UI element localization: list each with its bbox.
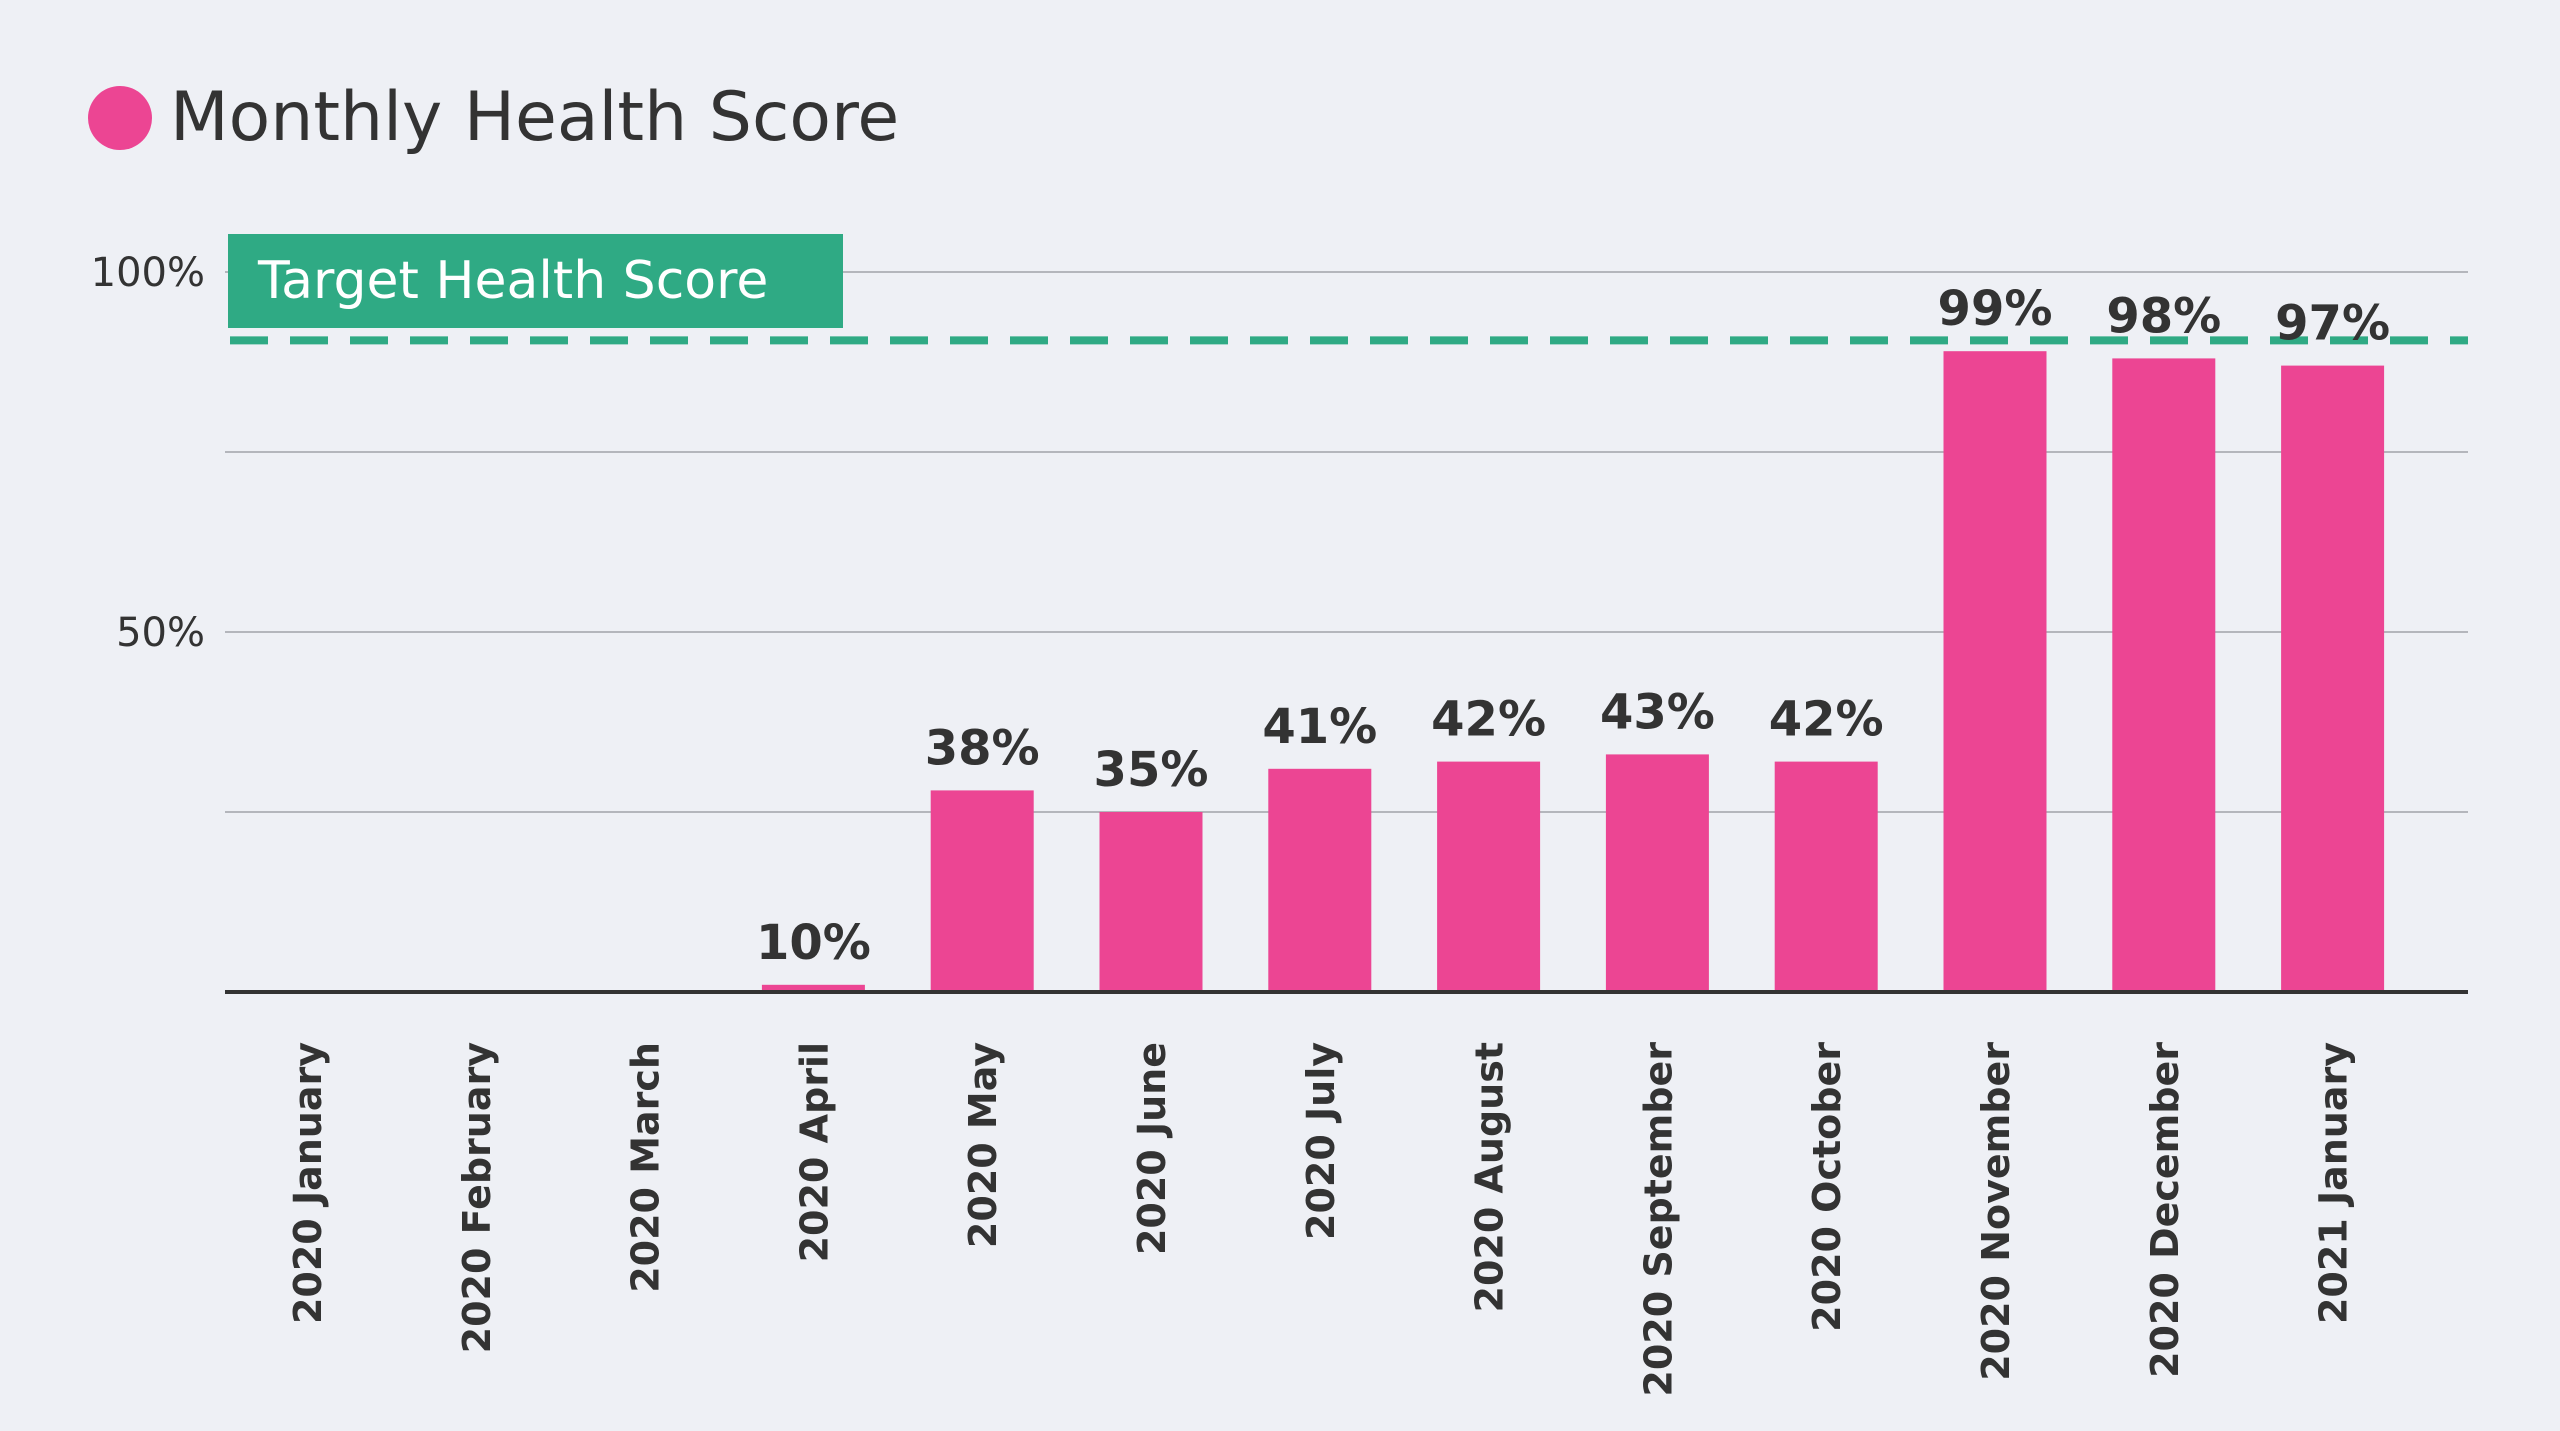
bar-10 bbox=[1943, 351, 2047, 992]
target-label: Target Health Score bbox=[257, 251, 768, 311]
bar-6 bbox=[1268, 768, 1372, 992]
bars bbox=[761, 351, 2385, 993]
x-tick-label-3: 2020 April bbox=[792, 1042, 836, 1262]
bar-4 bbox=[930, 790, 1034, 992]
legend-marker bbox=[88, 86, 152, 150]
data-label-11: 98% bbox=[2106, 288, 2221, 344]
x-tick-label-7: 2020 August bbox=[1468, 1042, 1512, 1313]
bar-3 bbox=[761, 984, 865, 992]
data-label-9: 42% bbox=[1769, 692, 1884, 748]
x-tick-label-0: 2020 January bbox=[286, 1042, 330, 1324]
bar-9 bbox=[1774, 761, 1878, 992]
x-tick-label-5: 2020 June bbox=[1130, 1042, 1174, 1255]
x-tick-label-1: 2020 February bbox=[455, 1042, 499, 1354]
bar-11 bbox=[2112, 358, 2216, 992]
x-tick-label-2: 2020 March bbox=[624, 1042, 668, 1293]
bar-8 bbox=[1605, 754, 1709, 992]
x-tick-label-8: 2020 September bbox=[1636, 1042, 1680, 1397]
data-label-5: 35% bbox=[1094, 742, 1209, 798]
x-tick-label-11: 2020 December bbox=[2143, 1042, 2187, 1378]
bar-5 bbox=[1099, 812, 1203, 992]
data-label-6: 41% bbox=[1262, 699, 1377, 755]
data-label-7: 42% bbox=[1431, 692, 1546, 748]
data-label-10: 99% bbox=[1938, 281, 2053, 337]
data-label-3: 10% bbox=[756, 915, 871, 971]
target-line-group: Target Health Score bbox=[228, 234, 2468, 345]
x-axis-ticks: 2020 January 2020 February 2020 March 2020 … bbox=[286, 1042, 2356, 1397]
y-tick-label: 100% bbox=[91, 250, 205, 296]
data-label-8: 43% bbox=[1600, 684, 1715, 740]
y-axis-ticks: 100% 50% bbox=[91, 250, 205, 656]
y-tick-label: 50% bbox=[116, 610, 205, 656]
x-tick-label-10: 2020 November bbox=[1974, 1042, 2018, 1381]
data-label-12: 97% bbox=[2275, 296, 2390, 352]
data-label-4: 38% bbox=[925, 720, 1040, 776]
x-tick-label-9: 2020 October bbox=[1805, 1042, 1849, 1332]
bar-7 bbox=[1437, 761, 1541, 992]
x-tick-label-6: 2020 July bbox=[1299, 1042, 1343, 1240]
x-tick-label-4: 2020 May bbox=[961, 1042, 1005, 1248]
bar-12 bbox=[2281, 365, 2385, 993]
target-label-box bbox=[228, 234, 843, 328]
legend: Monthly Health Score bbox=[88, 78, 899, 157]
chart-title: Monthly Health Score bbox=[170, 78, 899, 157]
x-tick-label-12: 2021 January bbox=[2312, 1042, 2356, 1324]
bar-labels: 10% 38% 35% 41% 42% 43% 42% 99% 98% 97% bbox=[756, 281, 2390, 971]
